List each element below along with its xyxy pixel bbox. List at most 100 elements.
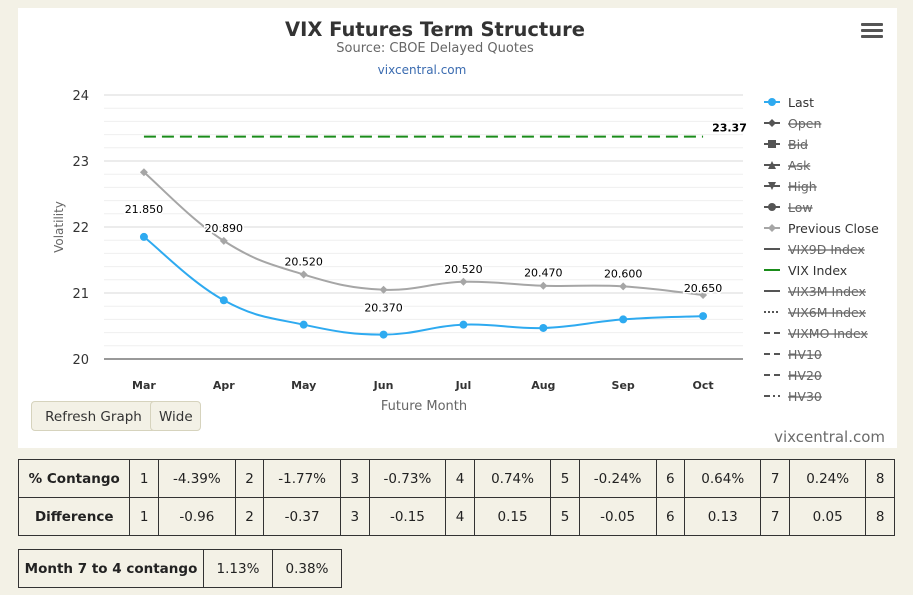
previous-close-point: [699, 290, 708, 299]
contango-value: -1.77%: [263, 459, 342, 498]
contango-row: % Contango 1 -4.39% 2 -1.77% 3 -0.73% 4 …: [17, 459, 895, 498]
contango-value: -0.73%: [368, 459, 447, 498]
month-7-to-4-value: 0.38%: [272, 549, 342, 588]
x-tick-label: Oct: [692, 379, 713, 392]
contango-value: 0.64%: [684, 459, 762, 498]
x-tick-label: Apr: [213, 379, 235, 392]
legend-marker: [768, 140, 776, 148]
contango-value: 0.24%: [788, 459, 867, 498]
last-data-label: 20.890: [205, 222, 244, 235]
legend-item-label[interactable]: Bid: [788, 137, 808, 152]
difference-value: -0.37: [263, 497, 342, 536]
legend-item-label[interactable]: HV10: [788, 347, 822, 362]
wide-button[interactable]: Wide: [150, 401, 201, 431]
difference-value: 0.13: [684, 497, 762, 536]
difference-value: -0.15: [368, 497, 447, 536]
x-tick-label: Jun: [373, 379, 394, 392]
difference-month-num: 1: [129, 497, 159, 536]
watermark: vixcentral.com: [774, 428, 885, 446]
last-data-label: 20.370: [364, 302, 403, 315]
y-tick-label: 20: [72, 353, 89, 368]
legend-item-label[interactable]: VIX3M Index: [788, 284, 866, 299]
chart-menu-icon[interactable]: [861, 20, 883, 40]
x-tick-label: Sep: [612, 379, 635, 392]
month-7-to-4-label: Month 7 to 4 contango: [18, 549, 204, 588]
last-data-label: 20.520: [444, 263, 483, 276]
vix-index-label: 23.37: [712, 122, 747, 135]
contango-month-num: 4: [445, 459, 475, 498]
credit-link[interactable]: vixcentral.com: [378, 63, 467, 77]
y-tick-label: 24: [72, 89, 89, 104]
difference-month-num: 8: [865, 497, 895, 536]
last-point: [699, 312, 708, 321]
refresh-graph-button[interactable]: Refresh Graph: [31, 401, 156, 431]
previous-close-point: [379, 285, 388, 294]
last-point: [219, 296, 228, 305]
previous-close-point: [219, 236, 228, 245]
last-point: [459, 320, 468, 329]
last-data-label: 20.520: [284, 256, 323, 269]
contango-month-num: 8: [865, 459, 895, 498]
legend-item-label[interactable]: Last: [788, 95, 814, 110]
stats-table: % Contango 1 -4.39% 2 -1.77% 3 -0.73% 4 …: [17, 459, 895, 536]
x-axis-title: Future Month: [381, 399, 467, 414]
difference-row: Difference 1 -0.96 2 -0.37 3 -0.15 4 0.1…: [17, 497, 895, 536]
legend-item-label[interactable]: Ask: [788, 158, 811, 173]
previous-close-point: [539, 281, 548, 290]
legend-item-label[interactable]: Previous Close: [788, 221, 879, 236]
chart-panel: VIX Futures Term Structure Source: CBOE D…: [18, 8, 897, 448]
legend-marker: [768, 203, 776, 211]
legend-item-label[interactable]: HV30: [788, 389, 822, 404]
legend-item-label[interactable]: Low: [788, 200, 813, 215]
last-point: [619, 315, 628, 324]
previous-close-point: [459, 277, 468, 286]
legend-item-label[interactable]: VIX6M Index: [788, 305, 866, 320]
chart-title: VIX Futures Term Structure: [285, 18, 585, 41]
difference-month-num: 7: [760, 497, 790, 536]
x-tick-label: Mar: [132, 379, 156, 392]
difference-value: 0.15: [473, 497, 552, 536]
last-point: [539, 323, 548, 332]
y-tick-label: 23: [72, 155, 89, 170]
difference-row-label: Difference: [17, 497, 131, 536]
contango-month-num: 6: [655, 459, 686, 498]
contango-value: -0.24%: [578, 459, 657, 498]
previous-close-point: [139, 168, 148, 177]
legend-item-label[interactable]: VIX Index: [788, 263, 847, 278]
contango-month-num: 7: [760, 459, 790, 498]
difference-value: -0.05: [578, 497, 657, 536]
legend-marker: [768, 224, 776, 232]
legend-item-label[interactable]: High: [788, 179, 817, 194]
x-tick-label: Jul: [455, 379, 472, 392]
difference-month-num: 3: [340, 497, 370, 536]
legend-item-label[interactable]: Open: [788, 116, 821, 131]
chart-subtitle: Source: CBOE Delayed Quotes: [336, 41, 534, 56]
last-point: [139, 232, 148, 241]
legend-marker: [768, 161, 776, 169]
legend-marker: [768, 182, 776, 190]
y-tick-label: 21: [72, 287, 89, 302]
difference-value: 0.05: [788, 497, 867, 536]
contango-row-label: % Contango: [17, 459, 131, 498]
contango-month-num: 3: [340, 459, 370, 498]
contango-value: 0.74%: [473, 459, 552, 498]
difference-value: -0.96: [157, 497, 236, 536]
month-7-to-4-table: Month 7 to 4 contango 1.13% 0.38%: [18, 549, 342, 588]
legend-item-label[interactable]: VIX9D Index: [788, 242, 865, 257]
last-data-label: 20.600: [604, 267, 643, 280]
x-tick-label: May: [291, 379, 316, 392]
difference-month-num: 4: [445, 497, 475, 536]
contango-month-num: 2: [234, 459, 265, 498]
contango-value: -4.39%: [157, 459, 236, 498]
month-7-to-4-row: Month 7 to 4 contango 1.13% 0.38%: [18, 549, 342, 588]
last-data-label: 21.850: [125, 203, 164, 216]
difference-month-num: 5: [550, 497, 580, 536]
legend-item-label[interactable]: VIXMO Index: [788, 326, 868, 341]
last-data-label: 20.650: [684, 282, 723, 295]
last-data-label: 20.470: [524, 267, 563, 280]
legend-item-label[interactable]: HV20: [788, 368, 822, 383]
last-point: [299, 320, 308, 329]
x-tick-label: Aug: [531, 379, 555, 392]
y-axis-title: Volatility: [52, 201, 66, 253]
